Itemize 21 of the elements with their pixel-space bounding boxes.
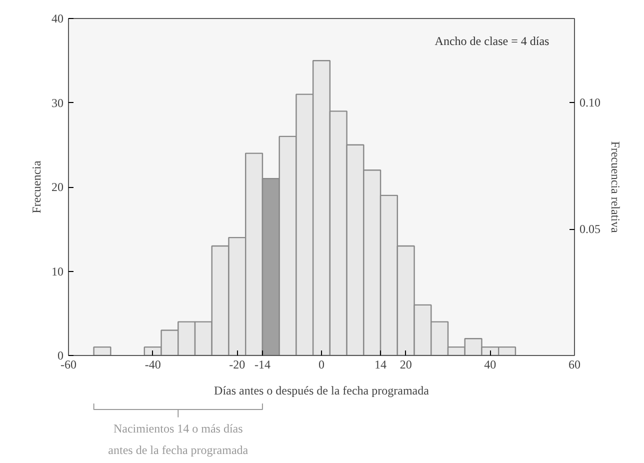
- y2-tick-label: 0.05: [580, 222, 600, 236]
- annotation: Ancho de clase = 4 días: [434, 34, 550, 48]
- x-tick-label: 0: [318, 358, 324, 372]
- x-tick-label: -60: [60, 358, 76, 372]
- x-tick-label: 40: [484, 358, 496, 372]
- x-tick-label: -14: [254, 358, 270, 372]
- y-tick-label: 30: [52, 96, 64, 110]
- x-axis-title: Días antes o después de la fecha programada: [214, 384, 430, 398]
- y-tick-label: 10: [52, 264, 64, 278]
- x-tick-label: 14: [374, 358, 387, 372]
- y-tick-label: 20: [52, 180, 64, 194]
- x-tick-label: 60: [568, 358, 580, 372]
- x-tick-label: -20: [229, 358, 246, 372]
- x-tick-label: 20: [400, 358, 412, 372]
- y-tick-label: 0: [58, 348, 64, 362]
- y-tick-label: 40: [52, 12, 64, 26]
- y-axis-title: Frecuencia: [30, 160, 44, 214]
- y2-tick-label: 0.10: [580, 96, 600, 110]
- text: Nacimientos 14 o más días antes de la fecha programada: [108, 421, 249, 457]
- y2-axis-title: Frecuencia relativa: [608, 141, 622, 234]
- x-tick-label: -40: [144, 358, 161, 372]
